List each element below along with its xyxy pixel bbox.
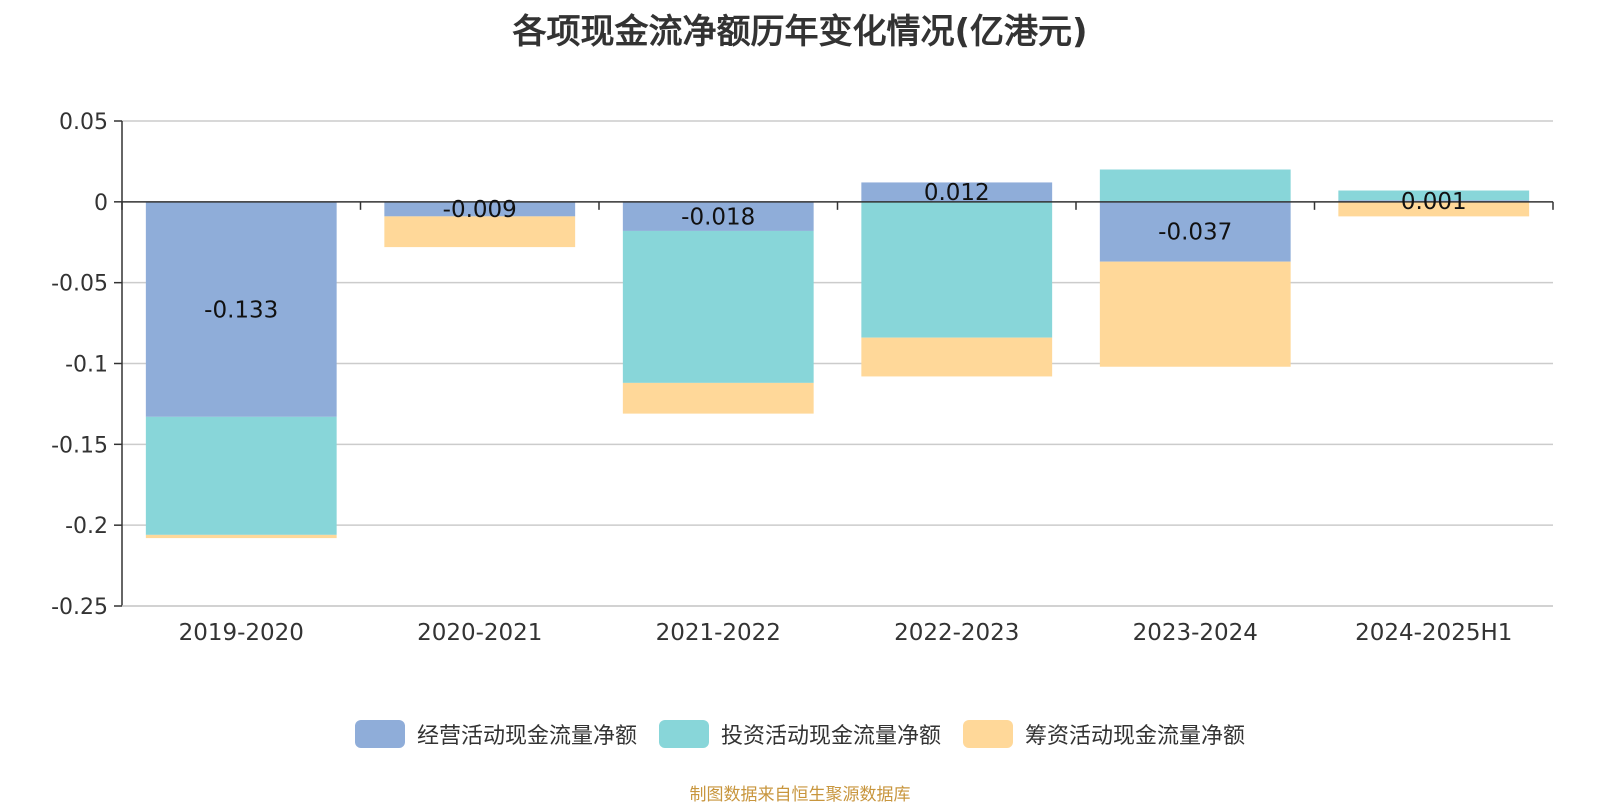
bar-investing xyxy=(861,201,1053,338)
legend-swatch-financing xyxy=(963,720,1013,748)
bar-financing xyxy=(145,534,337,539)
y-tick-label: 0.05 xyxy=(59,110,108,135)
y-tick-label: -0.15 xyxy=(51,433,108,458)
source-note: 制图数据来自恒生聚源数据库 xyxy=(689,785,911,805)
legend-swatch-investing xyxy=(658,720,709,748)
y-tick-label: -0.2 xyxy=(65,514,108,539)
legend-item-investing[interactable]: 投资活动现金流量净额 xyxy=(658,718,941,750)
bar-operating xyxy=(384,201,576,217)
bar-investing xyxy=(145,416,337,535)
legend-item-financing[interactable]: 筹资活动现金流量净额 xyxy=(963,718,1245,750)
x-tick-label: 2023-2024 xyxy=(1133,620,1258,646)
legend-label-financing: 筹资活动现金流量净额 xyxy=(1025,724,1246,749)
legend-label-operating: 经营活动现金流量净额 xyxy=(416,724,637,749)
bar-operating xyxy=(622,201,814,231)
bar-financing xyxy=(622,382,814,414)
data-label: -0.018 xyxy=(681,204,755,230)
y-tick-label: -0.1 xyxy=(65,353,108,378)
bar-financing xyxy=(384,216,576,248)
y-tick-label: -0.05 xyxy=(51,272,108,297)
bar-operating xyxy=(145,201,337,417)
x-tick-label: 2020-2021 xyxy=(417,620,542,646)
y-tick-label: 0 xyxy=(94,191,108,216)
bar-investing xyxy=(1338,190,1530,201)
x-tick-label: 2022-2023 xyxy=(894,620,1019,646)
bar-investing xyxy=(622,230,814,383)
legend-swatch-operating xyxy=(354,720,405,748)
bar-operating xyxy=(1338,200,1530,202)
data-label: -0.037 xyxy=(1158,220,1232,246)
bar-operating xyxy=(1099,201,1291,262)
bar-operating xyxy=(861,182,1053,202)
data-label: 0.012 xyxy=(924,180,990,206)
x-tick-label: 2021-2022 xyxy=(656,620,781,646)
bar-financing xyxy=(1099,261,1291,367)
chart-title: 各项现金流净额历年变化情况(亿港元) xyxy=(512,12,1088,52)
data-label: -0.133 xyxy=(204,297,278,323)
y-tick-label: -0.25 xyxy=(51,595,108,620)
x-tick-label: 2024-2025H1 xyxy=(1355,620,1512,646)
legend-label-investing: 投资活动现金流量净额 xyxy=(720,724,941,749)
bar-financing xyxy=(861,337,1053,377)
legend: 经营活动现金流量净额 投资活动现金流量净额 筹资活动现金流量净额 xyxy=(0,718,1600,750)
legend-item-operating[interactable]: 经营活动现金流量净额 xyxy=(354,718,637,750)
bar-investing xyxy=(1099,169,1291,202)
bar-financing xyxy=(1338,201,1530,217)
cashflow-bar-chart: 0.05 0 -0.05 -0.1 -0.15 -0.2 -0.25 2019-2020 202… xyxy=(51,110,1554,646)
data-label: -0.009 xyxy=(443,197,517,223)
x-tick-label: 2019-2020 xyxy=(179,620,304,646)
data-label: 0.001 xyxy=(1401,189,1467,215)
